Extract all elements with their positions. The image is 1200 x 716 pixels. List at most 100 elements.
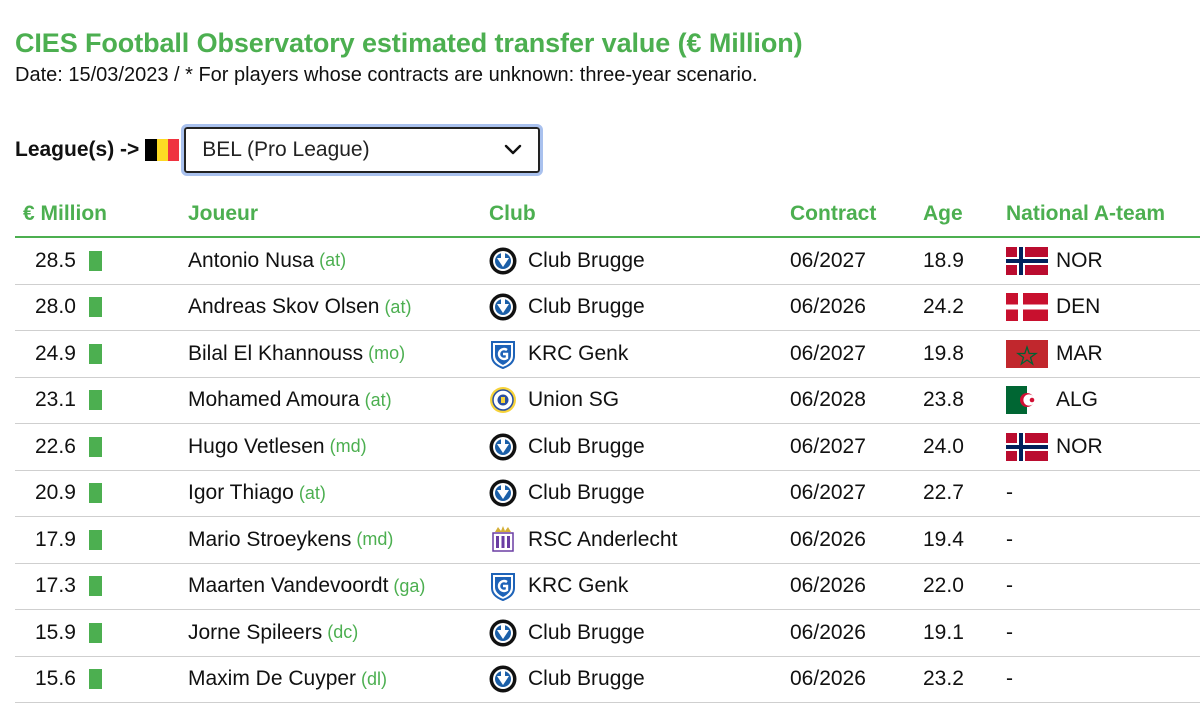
club-name[interactable]: Club Brugge [528, 248, 645, 272]
national-team-code: MAR [1056, 341, 1103, 365]
national-team-cell: - [1006, 517, 1013, 563]
national-team-cell: NOR [1006, 238, 1103, 284]
age-cell: 24.0 [923, 434, 964, 458]
value-cell: 17.3 [35, 564, 102, 610]
contract-cell: 06/2027 [790, 341, 866, 365]
player-name[interactable]: Mario Stroeykens [188, 527, 352, 551]
player-name[interactable]: Igor Thiago [188, 481, 294, 505]
club-name[interactable]: RSC Anderlecht [528, 527, 678, 551]
age-cell: 22.0 [923, 574, 964, 598]
rsc-anderlecht-crest-icon [488, 525, 518, 555]
krc-genk-crest-icon [488, 339, 518, 369]
player-position: (ga) [393, 575, 426, 596]
national-team-cell: - [1006, 610, 1013, 656]
league-select-value: BEL (Pro League) [202, 138, 370, 161]
player-cell: Igor Thiago (at) [188, 471, 326, 517]
player-position: (at) [364, 389, 392, 410]
player-cell: Mario Stroeykens (md) [188, 517, 393, 563]
club-name[interactable]: KRC Genk [528, 341, 629, 365]
column-header-contract[interactable]: Contract [790, 202, 877, 225]
club-name[interactable]: KRC Genk [528, 574, 629, 598]
league-filter: League(s) -> BEL (Pro League) [15, 124, 544, 176]
column-header-age[interactable]: Age [923, 202, 963, 225]
player-name[interactable]: Maarten Vandevoordt [188, 574, 389, 598]
transfer-value: 28.0 [35, 295, 76, 319]
contract-cell: 06/2027 [790, 434, 866, 458]
contract-cell: 06/2026 [790, 667, 866, 691]
transfer-value: 23.1 [35, 388, 76, 412]
value-bar [88, 436, 102, 457]
value-cell: 17.9 [35, 517, 102, 563]
player-cell: Mohamed Amoura (at) [188, 378, 392, 424]
value-cell: 24.9 [35, 331, 102, 377]
player-name[interactable]: Hugo Vetlesen [188, 434, 325, 458]
column-header-value[interactable]: € Million [23, 202, 107, 225]
player-cell: Maarten Vandevoordt (ga) [188, 564, 425, 610]
age-cell: 24.2 [923, 295, 964, 319]
age-cell: 23.2 [923, 667, 964, 691]
column-header-player[interactable]: Joueur [188, 202, 259, 225]
club-cell: Union SG [488, 378, 619, 424]
national-team-code: - [1006, 667, 1013, 691]
player-position: (dl) [361, 668, 388, 689]
player-position: (mo) [368, 343, 406, 364]
table-row: 23.1 Mohamed Amoura (at) Union SG 06/2028 23.… [15, 378, 1200, 424]
player-cell: Hugo Vetlesen (md) [188, 424, 367, 470]
national-team-cell: ALG [1006, 378, 1098, 424]
player-position: (md) [356, 529, 394, 550]
contract-cell: 06/2027 [790, 481, 866, 505]
national-team-code: - [1006, 574, 1013, 598]
denmark-flag-icon [1006, 293, 1048, 322]
player-name[interactable]: Mohamed Amoura [188, 388, 360, 412]
player-name[interactable]: Bilal El Khannouss [188, 341, 364, 365]
belgium-flag-icon [145, 139, 180, 161]
column-header-national[interactable]: National A-team [1006, 202, 1166, 225]
club-cell: Club Brugge [488, 238, 645, 284]
club-name[interactable]: Club Brugge [528, 667, 645, 691]
club-cell: KRC Genk [488, 331, 628, 377]
club-name[interactable]: Union SG [528, 388, 620, 412]
table-row: 22.6 Hugo Vetlesen (md) Club Brugge 06/2027 2… [15, 424, 1200, 471]
club-name[interactable]: Club Brugge [528, 481, 645, 505]
age-cell: 19.8 [923, 341, 964, 365]
player-name[interactable]: Maxim De Cuyper [188, 667, 357, 691]
player-position: (dc) [327, 622, 359, 643]
national-team-cell: NOR [1006, 424, 1103, 470]
value-cell: 28.5 [35, 238, 102, 284]
player-cell: Antonio Nusa (at) [188, 238, 346, 284]
club-brugge-crest-icon [488, 292, 518, 322]
transfer-value: 17.9 [35, 527, 76, 551]
table-row: 15.9 Jorne Spileers (dc) Club Brugge 06/2026… [15, 610, 1200, 657]
national-team-code: - [1006, 481, 1013, 505]
national-team-code: - [1006, 620, 1013, 644]
player-name[interactable]: Antonio Nusa [188, 248, 315, 272]
national-team-cell: - [1006, 564, 1013, 610]
value-cell: 22.6 [35, 424, 102, 470]
table-row: 17.3 Maarten Vandevoordt (ga) KRC Genk 06/20… [15, 564, 1200, 610]
club-brugge-crest-icon [488, 246, 518, 276]
table-header: € Million Joueur Club Contract Age Natio… [15, 196, 1200, 238]
value-cell: 28.0 [35, 285, 102, 331]
value-bar [88, 483, 102, 504]
club-cell: KRC Genk [488, 564, 628, 610]
player-name[interactable]: Andreas Skov Olsen [188, 295, 380, 319]
transfer-value: 24.9 [35, 341, 76, 365]
column-header-club[interactable]: Club [489, 202, 536, 225]
morocco-flag-icon [1006, 339, 1048, 368]
value-cell: 23.1 [35, 378, 102, 424]
club-name[interactable]: Club Brugge [528, 295, 645, 319]
chevron-down-icon [505, 144, 522, 155]
age-cell: 22.7 [923, 481, 964, 505]
club-cell: Club Brugge [488, 285, 645, 331]
value-bar [88, 529, 102, 550]
league-select[interactable]: BEL (Pro League) [181, 124, 544, 176]
value-bar [88, 250, 102, 271]
club-name[interactable]: Club Brugge [528, 434, 645, 458]
transfer-value: 15.9 [35, 620, 76, 644]
table-row: 15.6 Maxim De Cuyper (dl) Club Brugge 06/202… [15, 657, 1200, 703]
player-name[interactable]: Jorne Spileers [188, 620, 323, 644]
table-row: 28.0 Andreas Skov Olsen (at) Club Brugge 06/… [15, 285, 1200, 331]
transfer-value: 17.3 [35, 574, 76, 598]
club-name[interactable]: Club Brugge [528, 620, 645, 644]
age-cell: 23.8 [923, 388, 964, 412]
